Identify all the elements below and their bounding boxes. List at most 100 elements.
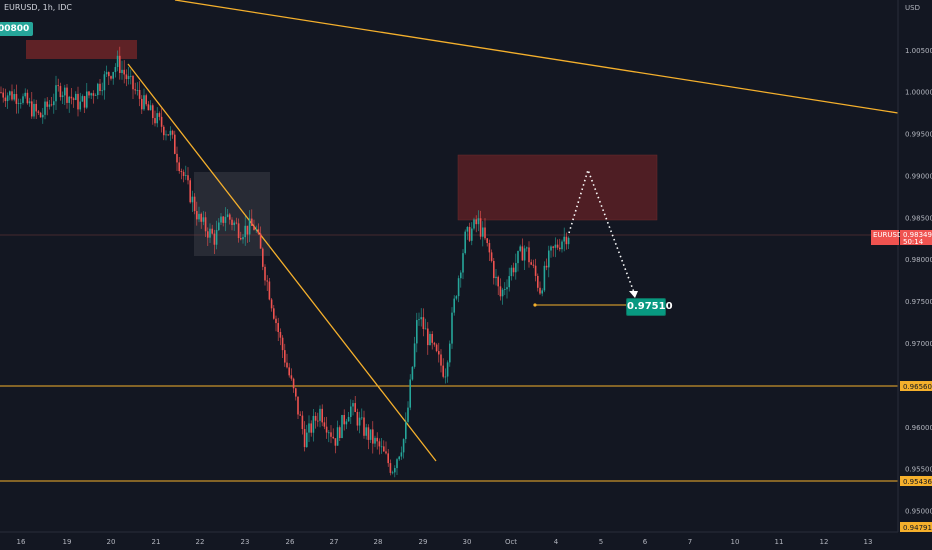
candle-down[interactable]: [134, 89, 136, 91]
candle-up[interactable]: [215, 230, 218, 245]
candle-up[interactable]: [48, 104, 51, 107]
candle-up[interactable]: [402, 439, 405, 453]
target-anchor-point[interactable]: [533, 303, 537, 307]
candle-down[interactable]: [431, 333, 433, 343]
candle-up[interactable]: [407, 407, 409, 422]
candle-down[interactable]: [171, 130, 174, 135]
candle-down[interactable]: [286, 362, 288, 368]
candle-down[interactable]: [479, 218, 482, 237]
candle-up[interactable]: [169, 130, 172, 136]
candle-down[interactable]: [77, 93, 79, 110]
candle-down[interactable]: [427, 328, 429, 346]
candle-down[interactable]: [57, 85, 59, 87]
candle-up[interactable]: [561, 241, 563, 250]
candle-down[interactable]: [372, 429, 374, 444]
candle-down[interactable]: [325, 426, 328, 433]
candle-up[interactable]: [226, 214, 229, 217]
candle-up[interactable]: [94, 95, 97, 96]
candle-up[interactable]: [358, 417, 361, 426]
candle-up[interactable]: [149, 105, 152, 111]
candle-down[interactable]: [200, 213, 202, 222]
candle-down[interactable]: [59, 86, 62, 98]
candle-up[interactable]: [380, 446, 383, 448]
candle-down[interactable]: [35, 103, 37, 112]
candle-down[interactable]: [539, 287, 541, 294]
candle-up[interactable]: [191, 196, 194, 203]
candle-up[interactable]: [453, 298, 455, 313]
candle-down[interactable]: [440, 354, 442, 366]
candle-up[interactable]: [218, 222, 220, 231]
candle-down[interactable]: [332, 436, 334, 439]
time-axis[interactable]: [0, 532, 932, 550]
candle-down[interactable]: [193, 196, 196, 212]
price-axis[interactable]: [898, 0, 932, 550]
candle-up[interactable]: [55, 85, 57, 102]
candle-down[interactable]: [11, 91, 13, 100]
candle-up[interactable]: [455, 296, 458, 299]
candle-up[interactable]: [449, 343, 451, 363]
candle-up[interactable]: [477, 218, 480, 225]
consolidation-box[interactable]: [194, 172, 270, 256]
candle-down[interactable]: [281, 337, 284, 351]
candle-down[interactable]: [152, 105, 154, 119]
candle-up[interactable]: [156, 113, 158, 124]
candle-down[interactable]: [204, 217, 207, 232]
candle-up[interactable]: [185, 175, 187, 177]
candle-down[interactable]: [297, 396, 299, 415]
candle-down[interactable]: [138, 90, 141, 99]
candle-down[interactable]: [88, 91, 90, 96]
candle-up[interactable]: [451, 312, 453, 344]
candle-up[interactable]: [33, 103, 35, 117]
candle-up[interactable]: [460, 272, 462, 279]
candle-up[interactable]: [411, 366, 414, 380]
candle-up[interactable]: [548, 250, 550, 268]
candle-down[interactable]: [532, 264, 535, 266]
candle-down[interactable]: [486, 238, 488, 244]
candle-down[interactable]: [15, 94, 18, 104]
candle-up[interactable]: [202, 217, 205, 222]
candle-down[interactable]: [442, 365, 444, 377]
candle-down[interactable]: [240, 238, 242, 240]
candle-down[interactable]: [385, 451, 387, 454]
candle-up[interactable]: [341, 415, 343, 438]
candle-up[interactable]: [369, 429, 372, 440]
candle-up[interactable]: [464, 231, 466, 254]
candle-down[interactable]: [270, 299, 273, 309]
candle-up[interactable]: [413, 343, 416, 367]
candle-up[interactable]: [130, 75, 132, 77]
candle-down[interactable]: [160, 116, 163, 127]
target-price-label[interactable]: 0.97510: [626, 298, 673, 316]
candle-up[interactable]: [462, 253, 464, 273]
candle-down[interactable]: [378, 441, 381, 447]
candle-up[interactable]: [103, 74, 106, 91]
candle-down[interactable]: [83, 96, 86, 108]
candle-up[interactable]: [567, 237, 570, 245]
candle-up[interactable]: [20, 102, 22, 104]
candle-up[interactable]: [116, 55, 119, 67]
candle-up[interactable]: [97, 83, 99, 96]
candle-up[interactable]: [523, 248, 526, 261]
candle-down[interactable]: [268, 281, 271, 300]
candle-up[interactable]: [44, 101, 46, 115]
candle-down[interactable]: [273, 308, 275, 319]
candle-up[interactable]: [466, 226, 469, 232]
candle-down[interactable]: [46, 101, 48, 107]
candle-down[interactable]: [264, 266, 266, 281]
candle-down[interactable]: [363, 417, 365, 436]
candle-down[interactable]: [387, 453, 389, 464]
candle-up[interactable]: [13, 94, 15, 100]
candle-up[interactable]: [418, 319, 420, 321]
candle-up[interactable]: [42, 114, 44, 118]
candle-down[interactable]: [433, 342, 436, 345]
candle-up[interactable]: [319, 408, 321, 421]
candle-up[interactable]: [563, 236, 565, 242]
candle-down[interactable]: [213, 233, 216, 245]
candle-up[interactable]: [68, 96, 70, 103]
candle-up[interactable]: [510, 267, 513, 277]
candle-down[interactable]: [559, 247, 561, 250]
candle-up[interactable]: [347, 416, 350, 422]
candle-down[interactable]: [189, 180, 191, 203]
candle-down[interactable]: [310, 423, 312, 433]
candle-up[interactable]: [541, 290, 543, 294]
